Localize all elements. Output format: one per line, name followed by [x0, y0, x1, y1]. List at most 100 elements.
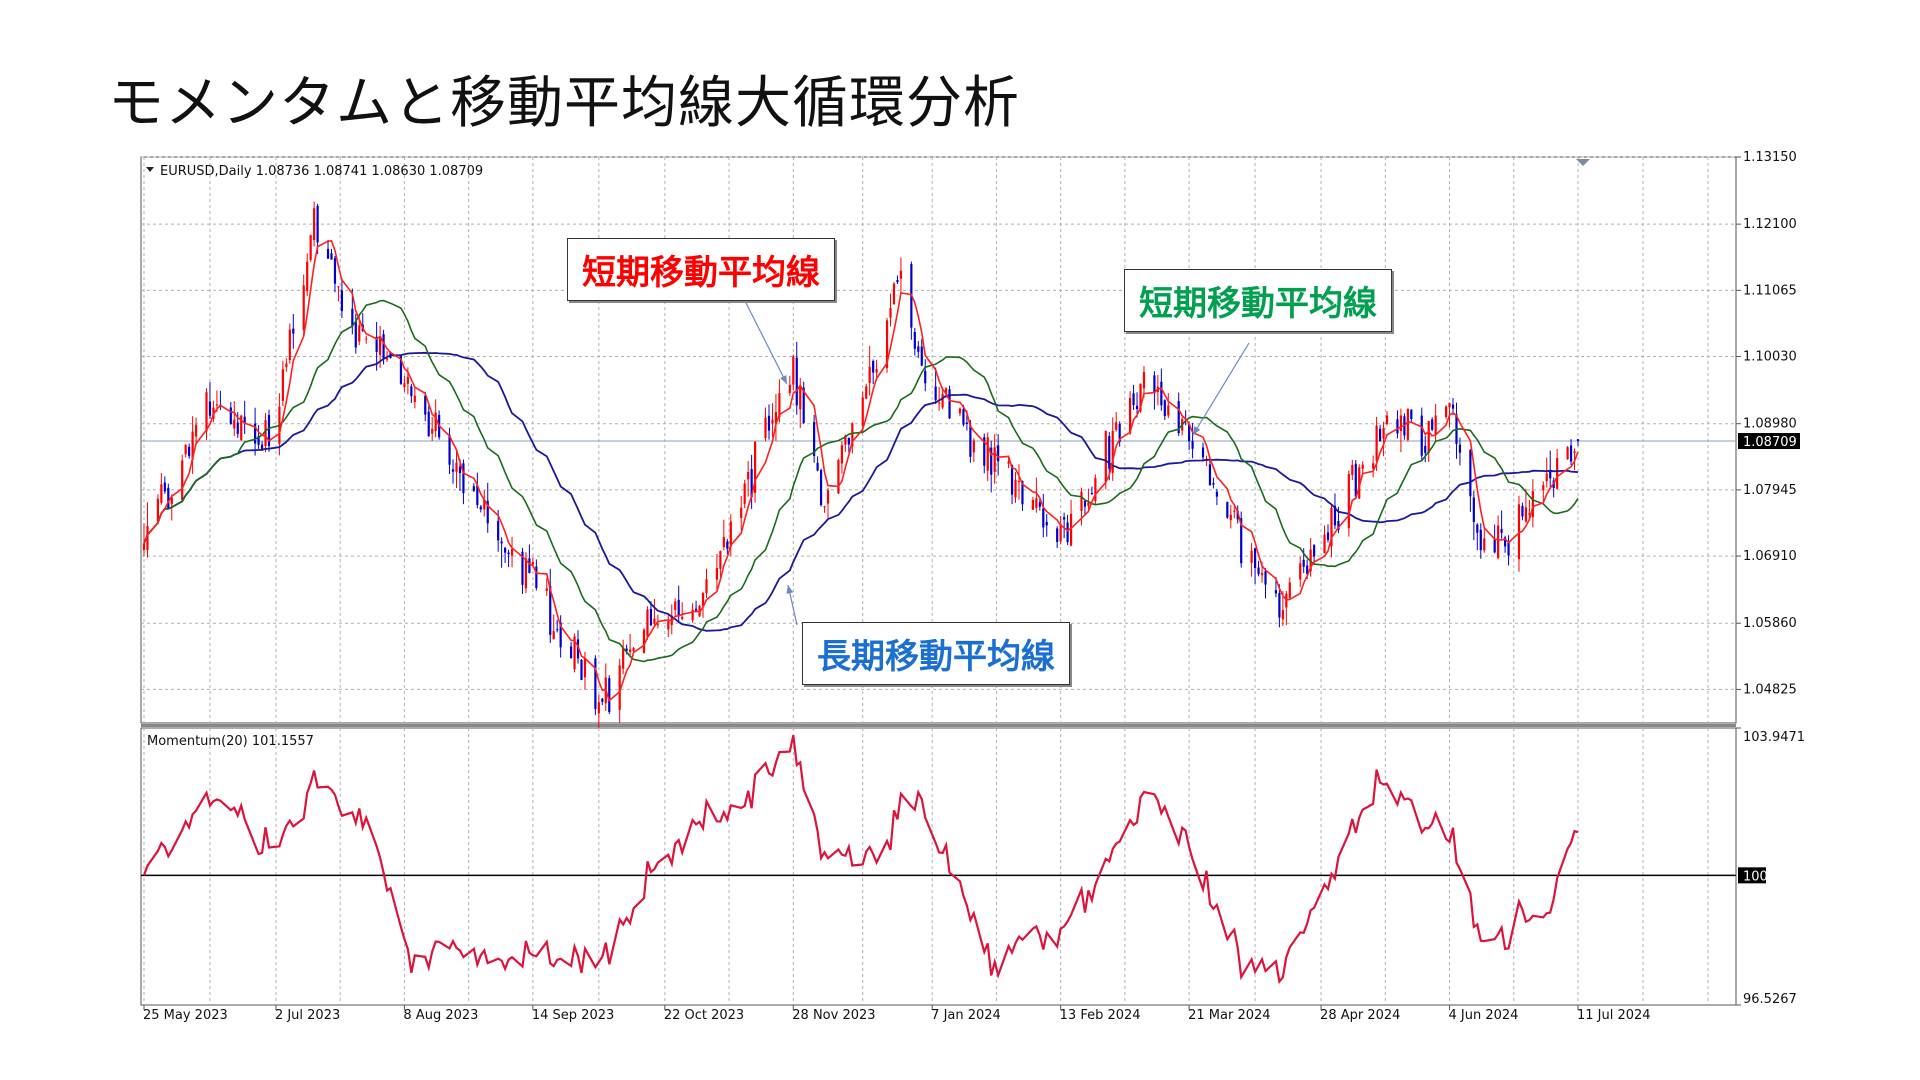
candle-body	[1337, 521, 1340, 530]
x-tick-label: 11 Jul 2024	[1577, 1008, 1651, 1023]
candle-body	[597, 702, 600, 714]
candle-body	[240, 415, 243, 440]
candle-body	[948, 389, 951, 419]
candle-body	[313, 208, 316, 241]
candle-body	[229, 407, 232, 425]
candle-body	[1236, 510, 1239, 520]
mid-ma-line	[143, 299, 1579, 663]
candle-body	[1142, 372, 1146, 389]
x-tick-label: 22 Oct 2023	[664, 1008, 744, 1023]
candle-body	[722, 536, 725, 548]
candle-body	[281, 369, 284, 402]
candle-body	[1503, 537, 1507, 547]
candle-body	[646, 609, 649, 637]
candle-body	[1094, 478, 1097, 502]
candle-body	[1115, 422, 1118, 430]
mid-ma-arrow-head	[1193, 426, 1201, 435]
candle-body	[1483, 538, 1486, 551]
candle-body	[1274, 590, 1278, 594]
candle-body	[1278, 593, 1281, 618]
candle-body	[1042, 508, 1045, 528]
candle-body	[167, 487, 170, 509]
candle-body	[1521, 505, 1524, 517]
candle-body	[1354, 463, 1357, 497]
candle-body	[552, 631, 555, 640]
candle-body	[726, 541, 729, 549]
candle-body	[1313, 545, 1316, 557]
candle-body	[1264, 571, 1267, 585]
candle-body	[1299, 563, 1302, 580]
candle-body	[1208, 464, 1212, 486]
candle-body	[497, 520, 500, 541]
x-tick-label: 25 May 2023	[143, 1008, 228, 1023]
candle-body	[1378, 428, 1382, 442]
candle-body	[326, 249, 330, 259]
long-ma-arrow-head	[786, 585, 794, 594]
candle-body	[1444, 406, 1448, 418]
candle-body	[337, 286, 340, 288]
candle-body	[1108, 436, 1111, 469]
x-tick-label: 13 Feb 2024	[1060, 1008, 1141, 1023]
price-y-tick-label: 1.13150	[1743, 150, 1797, 165]
candle-body	[962, 409, 965, 425]
candle-body	[1448, 402, 1451, 408]
short-ma-arrow	[745, 302, 788, 385]
candle-body	[1191, 441, 1194, 449]
candle-body	[1306, 565, 1309, 574]
candle-body	[156, 498, 159, 522]
candle-body	[889, 308, 892, 318]
candle-body	[1528, 513, 1531, 515]
candle-body	[531, 561, 534, 565]
candle-body	[1250, 550, 1253, 564]
candle-body	[1056, 528, 1059, 542]
candle-body	[306, 261, 309, 292]
candle-body	[1517, 504, 1521, 560]
candle-body	[576, 639, 580, 659]
candle-body	[972, 440, 975, 453]
momentum-y-tick-label: 103.9471	[1743, 730, 1805, 745]
momentum-ref-label: 100	[1743, 869, 1768, 884]
candle-body	[813, 422, 816, 456]
candle-body	[1500, 529, 1503, 533]
candle-body	[358, 325, 361, 342]
candle-body	[934, 386, 937, 401]
candle-body	[1087, 502, 1090, 506]
candle-body	[510, 549, 514, 556]
current-price-label: 1.08709	[1743, 435, 1797, 450]
candle-body	[333, 258, 337, 284]
candle-body	[944, 388, 948, 394]
candle-body	[1063, 517, 1066, 520]
x-tick-label: 8 Aug 2023	[403, 1008, 478, 1023]
candle-body	[865, 386, 868, 399]
candle-body	[142, 543, 146, 551]
candle-body	[823, 506, 826, 508]
candle-body	[819, 469, 823, 506]
candle-body	[379, 335, 382, 355]
candle-body	[264, 420, 267, 447]
candle-body	[861, 397, 864, 427]
candle-body	[1069, 513, 1073, 546]
candle-body	[788, 384, 791, 394]
candle-body	[410, 386, 413, 397]
candle-body	[774, 412, 778, 424]
candle-body	[1431, 419, 1434, 430]
candle-body	[1059, 524, 1062, 542]
candle-body	[771, 419, 774, 424]
candle-body	[1427, 420, 1430, 453]
candle-body	[545, 588, 548, 591]
candle-body	[826, 490, 830, 504]
candle-body	[990, 447, 993, 475]
candle-body	[656, 624, 659, 626]
candle-body	[382, 334, 385, 359]
candle-body	[715, 567, 719, 580]
candle-body	[778, 393, 781, 418]
candle-body	[767, 415, 771, 431]
candle-body	[385, 358, 389, 360]
candle-body	[1090, 493, 1093, 495]
candle-body	[1188, 424, 1191, 442]
candle-body	[872, 360, 875, 373]
short-ma-arrow-head	[780, 375, 787, 384]
candle-body	[535, 566, 538, 588]
candle-body	[851, 423, 854, 447]
candle-body	[330, 253, 333, 260]
